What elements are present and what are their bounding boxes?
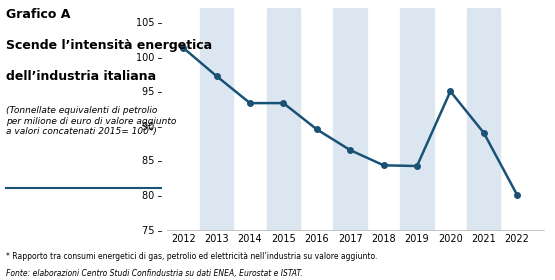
Bar (334, 8, 367, 230)
Text: * Rapporto tra consumi energetici di gas, petrolio ed elettricità nell’industria: * Rapporto tra consumi energetici di gas… (6, 252, 377, 261)
Text: (Tonnellate equivalenti di petrolio
per milione di euro di valore aggiunto
a val: (Tonnellate equivalenti di petrolio per … (6, 106, 176, 136)
Bar (400, 8, 433, 230)
Bar (467, 8, 501, 230)
Text: Scende l’intensità energetica: Scende l’intensità energetica (6, 39, 211, 52)
Bar (267, 8, 300, 230)
Text: dell’industria italiana: dell’industria italiana (6, 70, 155, 83)
Bar (200, 8, 233, 230)
Text: Fonte: elaborazioni Centro Studi Confindustria su dati ENEA, Eurostat e ISTAT.: Fonte: elaborazioni Centro Studi Confind… (6, 269, 302, 278)
Text: Grafico A: Grafico A (6, 8, 70, 21)
